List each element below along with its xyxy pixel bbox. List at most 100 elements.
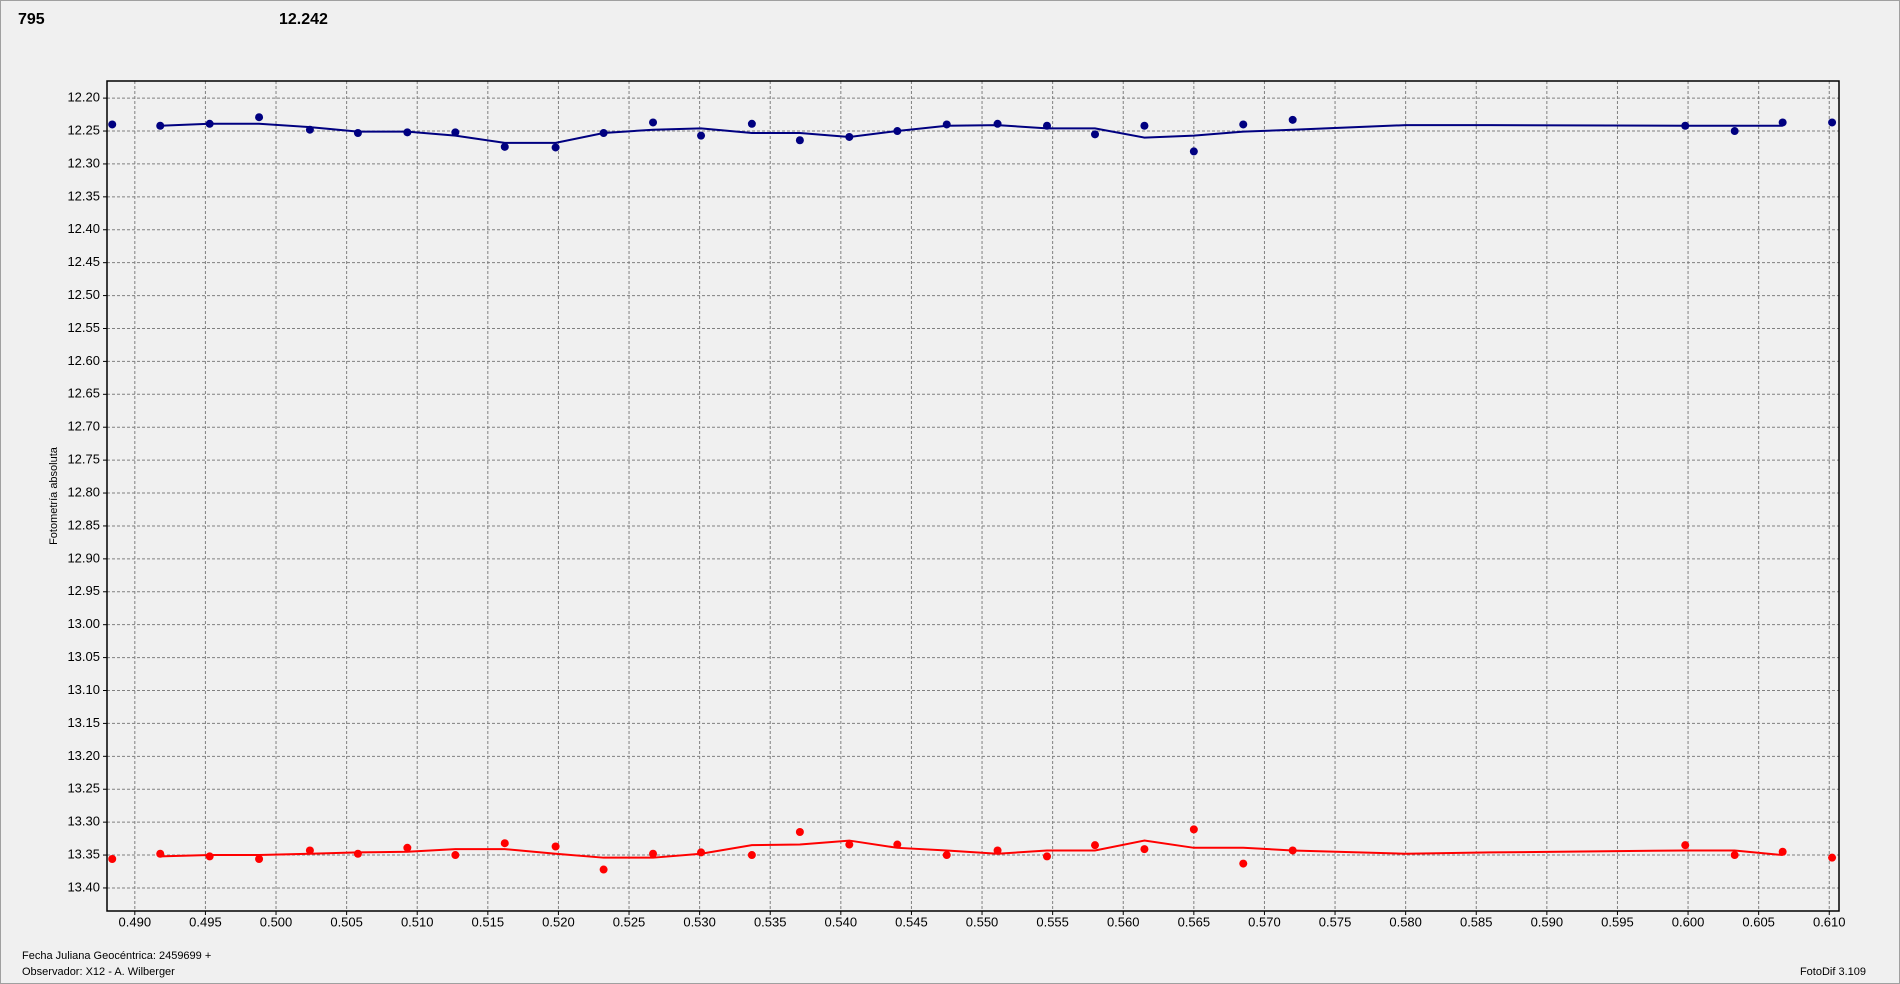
y-tick-label: 13.00 bbox=[67, 616, 100, 631]
y-axis-label: Fotometría absoluta bbox=[48, 446, 60, 545]
x-tick-label: 0.585 bbox=[1460, 914, 1493, 929]
x-tick-label: 0.575 bbox=[1319, 914, 1352, 929]
data-point bbox=[305, 846, 314, 855]
data-point bbox=[1189, 147, 1198, 156]
data-point bbox=[1288, 115, 1297, 124]
data-point bbox=[845, 840, 854, 849]
y-tick-label: 13.20 bbox=[67, 748, 100, 763]
x-tick-label: 0.565 bbox=[1178, 914, 1211, 929]
data-point bbox=[1090, 841, 1099, 850]
data-point bbox=[205, 852, 214, 861]
y-tick-label: 12.55 bbox=[67, 320, 100, 335]
x-tick-label: 0.495 bbox=[189, 914, 222, 929]
y-tick-label: 12.40 bbox=[67, 221, 100, 236]
y-tick-label: 12.90 bbox=[67, 550, 100, 565]
data-point bbox=[353, 849, 362, 858]
y-tick-label: 13.30 bbox=[67, 814, 100, 829]
data-point bbox=[353, 128, 362, 137]
y-tick-label: 12.35 bbox=[67, 188, 100, 203]
x-tick-label: 0.520 bbox=[542, 914, 575, 929]
data-point bbox=[747, 851, 756, 860]
data-point bbox=[551, 842, 560, 851]
y-tick-label: 12.70 bbox=[67, 419, 100, 434]
data-point bbox=[795, 136, 804, 145]
footer-text: Observador: X12 - A. Wilberger bbox=[22, 966, 175, 978]
data-point bbox=[1090, 130, 1099, 139]
x-tick-label: 0.600 bbox=[1672, 914, 1705, 929]
y-tick-label: 13.15 bbox=[67, 715, 100, 730]
data-point bbox=[1189, 825, 1198, 834]
data-point bbox=[1730, 851, 1739, 860]
data-point bbox=[649, 849, 658, 858]
x-tick-label: 0.550 bbox=[966, 914, 999, 929]
data-point bbox=[255, 855, 264, 864]
data-point bbox=[500, 839, 509, 848]
data-point bbox=[451, 851, 460, 860]
y-tick-label: 12.50 bbox=[67, 287, 100, 302]
x-tick-label: 0.515 bbox=[472, 914, 505, 929]
data-point bbox=[1239, 120, 1248, 129]
data-point bbox=[255, 113, 264, 122]
plot-frame bbox=[106, 80, 1840, 912]
readout: 12.242 bbox=[279, 11, 328, 28]
fit-line bbox=[160, 122, 1783, 144]
x-tick-label: 0.490 bbox=[119, 914, 152, 929]
plot-area: 12.20 12.25 12.30 12.35 12.40 12.45 12.50 12.55… bbox=[67, 80, 1846, 929]
y-tick-label: 13.25 bbox=[67, 781, 100, 796]
x-tick-label: 0.500 bbox=[260, 914, 293, 929]
y-tick-label: 12.80 bbox=[67, 484, 100, 499]
x-tick-label: 0.570 bbox=[1248, 914, 1281, 929]
data-point bbox=[1042, 852, 1051, 861]
data-point bbox=[993, 846, 1002, 855]
data-point bbox=[993, 119, 1002, 128]
x-tick-label: 0.525 bbox=[613, 914, 646, 929]
y-tick-label: 12.95 bbox=[67, 583, 100, 598]
y-tick-label: 12.25 bbox=[67, 122, 100, 137]
data-point bbox=[1778, 847, 1787, 856]
y-tick-label: 13.35 bbox=[67, 846, 100, 861]
y-tick-label: 12.85 bbox=[67, 517, 100, 532]
data-point bbox=[697, 131, 706, 140]
data-point bbox=[795, 828, 804, 837]
x-tick-label: 0.605 bbox=[1742, 914, 1775, 929]
data-point bbox=[747, 119, 756, 128]
x-tick-label: 0.530 bbox=[683, 914, 716, 929]
y-tick-label: 13.40 bbox=[67, 879, 100, 894]
data-point bbox=[1828, 118, 1837, 127]
x-tick-label: 0.610 bbox=[1813, 914, 1846, 929]
data-point bbox=[108, 120, 117, 129]
x-tick-label: 0.510 bbox=[401, 914, 434, 929]
data-point bbox=[649, 118, 658, 127]
data-point bbox=[942, 120, 951, 129]
x-tick-label: 0.560 bbox=[1107, 914, 1140, 929]
y-tick-label: 12.65 bbox=[67, 386, 100, 401]
y-tick-label: 12.30 bbox=[67, 155, 100, 170]
data-point bbox=[108, 855, 117, 864]
data-point bbox=[1681, 841, 1690, 850]
data-point bbox=[500, 142, 509, 151]
readout: 795 bbox=[18, 11, 45, 28]
x-tick-label: 0.580 bbox=[1389, 914, 1422, 929]
data-point bbox=[942, 851, 951, 860]
y-tick-label: 13.10 bbox=[67, 682, 100, 697]
data-point bbox=[1140, 121, 1149, 130]
y-tick-label: 12.45 bbox=[67, 254, 100, 269]
data-point bbox=[599, 865, 608, 874]
footer-text: Fecha Juliana Geocéntrica: 2459699 + bbox=[22, 950, 211, 962]
data-point bbox=[551, 143, 560, 152]
data-point bbox=[1730, 127, 1739, 136]
data-point bbox=[1828, 853, 1837, 862]
x-tick-label: 0.540 bbox=[825, 914, 858, 929]
data-point bbox=[1239, 859, 1248, 868]
y-tick-label: 12.60 bbox=[67, 353, 100, 368]
footer-text: FotoDif 3.109 bbox=[1800, 966, 1866, 978]
data-point bbox=[403, 843, 412, 852]
fit-line bbox=[160, 839, 1783, 859]
y-tick-label: 13.05 bbox=[67, 649, 100, 664]
x-tick-label: 0.505 bbox=[330, 914, 363, 929]
y-tick-label: 12.20 bbox=[67, 90, 100, 105]
x-tick-label: 0.545 bbox=[895, 914, 928, 929]
data-point bbox=[451, 128, 460, 137]
